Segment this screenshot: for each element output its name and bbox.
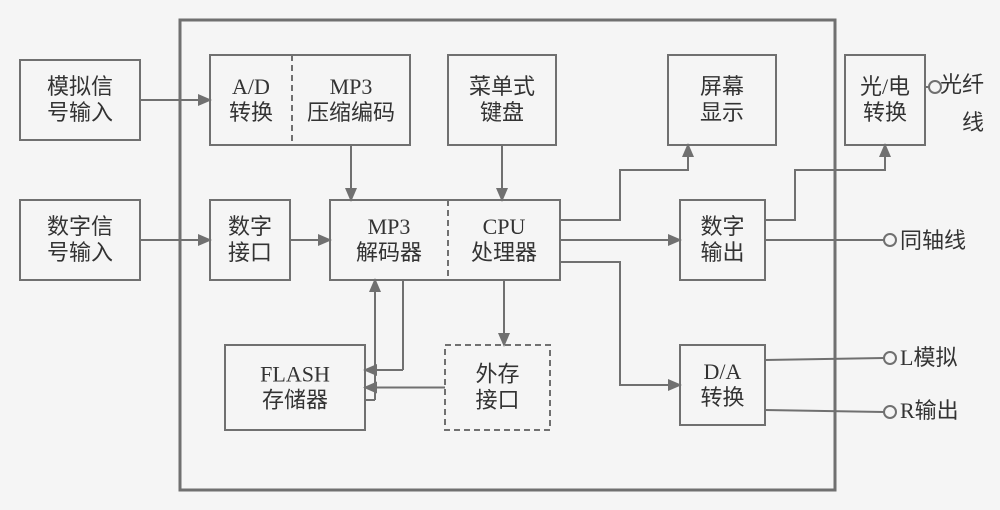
svg-text:压缩编码: 压缩编码 (307, 100, 395, 125)
svg-text:CPU: CPU (483, 214, 526, 239)
svg-text:接口: 接口 (228, 240, 272, 265)
svg-text:同轴线: 同轴线 (900, 228, 966, 253)
svg-text:L模拟: L模拟 (900, 345, 957, 370)
svg-text:外存: 外存 (475, 362, 519, 387)
svg-text:MP3: MP3 (368, 214, 411, 239)
svg-text:存储器: 存储器 (262, 388, 328, 413)
svg-text:转换: 转换 (700, 385, 744, 410)
svg-text:数字: 数字 (700, 214, 744, 239)
svg-text:输出: 输出 (700, 240, 744, 265)
svg-text:数字: 数字 (228, 214, 272, 239)
svg-text:菜单式: 菜单式 (469, 74, 535, 99)
svg-text:光/电: 光/电 (860, 74, 910, 99)
svg-text:光纤: 光纤 (940, 72, 984, 97)
svg-text:转换: 转换 (863, 100, 907, 125)
svg-text:线: 线 (962, 110, 984, 135)
svg-text:模拟信: 模拟信 (47, 74, 113, 99)
svg-text:转换: 转换 (229, 100, 273, 125)
terminal-dot (884, 234, 896, 246)
svg-text:号输入: 号输入 (47, 240, 113, 265)
svg-text:解码器: 解码器 (356, 240, 422, 265)
svg-text:处理器: 处理器 (471, 240, 537, 265)
svg-text:显示: 显示 (700, 100, 744, 125)
svg-text:A/D: A/D (232, 74, 270, 99)
svg-text:接口: 接口 (475, 388, 519, 413)
svg-text:FLASH: FLASH (260, 362, 330, 387)
svg-text:键盘: 键盘 (480, 100, 524, 125)
svg-text:屏幕: 屏幕 (700, 74, 744, 99)
terminal-dot (884, 406, 896, 418)
svg-text:D/A: D/A (704, 359, 742, 384)
svg-text:MP3: MP3 (330, 74, 373, 99)
terminal-dot (884, 352, 896, 364)
svg-text:R输出: R输出 (900, 398, 959, 423)
diagram-root: 模拟信号输入数字信号输入A/D转换MP3压缩编码菜单式键盘屏幕显示光/电转换数字… (0, 0, 1000, 510)
svg-text:数字信: 数字信 (47, 214, 113, 239)
svg-text:号输入: 号输入 (47, 100, 113, 125)
